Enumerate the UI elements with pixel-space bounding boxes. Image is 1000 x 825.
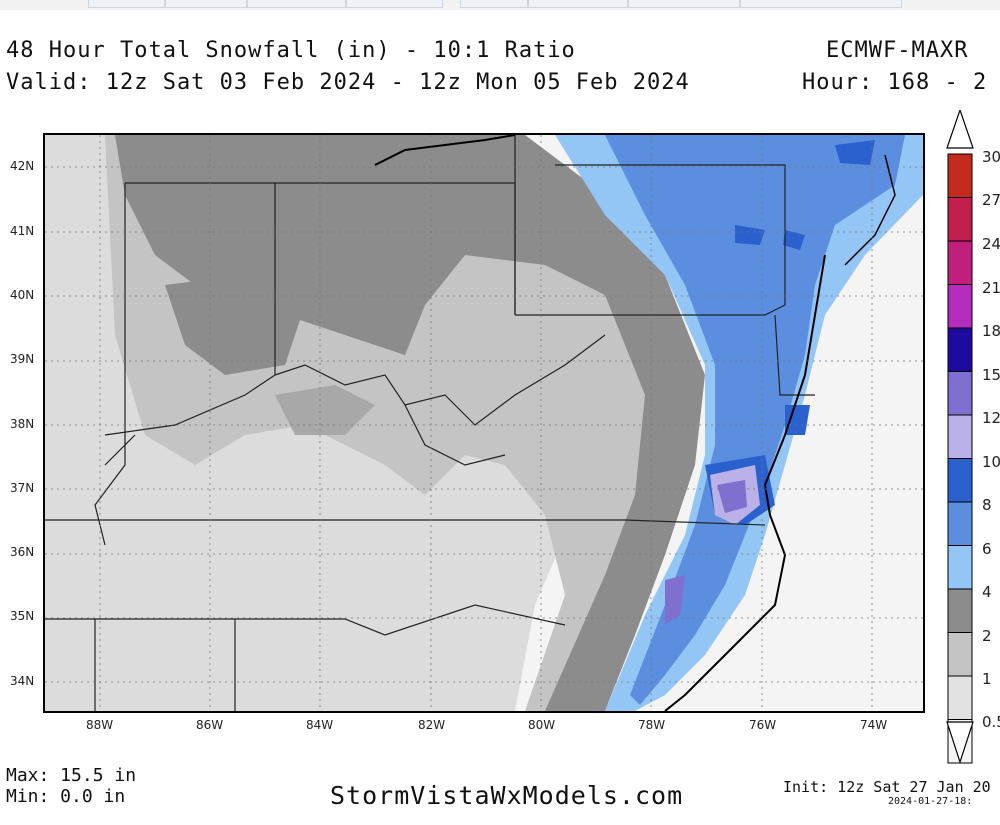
lat-label: 36N <box>10 545 35 559</box>
snow-area-8in <box>605 135 905 705</box>
colorbar-swatch <box>947 197 973 242</box>
colorbar-swatch <box>947 153 973 198</box>
lon-label: 82W <box>418 718 446 732</box>
colorbar-swatches <box>947 153 973 764</box>
colorbar-bottom-arrow <box>946 721 974 764</box>
colorbar-label: 10 <box>982 453 1000 471</box>
lat-label: 41N <box>10 224 35 238</box>
colorbar-swatch <box>947 458 973 503</box>
colorbar-swatch <box>947 588 973 633</box>
colorbar-top-arrow <box>946 110 974 149</box>
colorbar <box>946 110 974 764</box>
lon-label: 80W <box>528 718 556 732</box>
snow-area-10in <box>835 140 875 165</box>
colorbar-swatch <box>947 545 973 590</box>
colorbar-label: 1 <box>982 670 992 688</box>
colorbar-label: 0.5 <box>982 713 1000 731</box>
lat-label: 38N <box>10 417 35 431</box>
colorbar-label: 30 <box>982 148 1000 166</box>
site-name: StormVistaWxModels.com <box>330 781 684 810</box>
lake-erie-shore <box>374 135 516 166</box>
browser-tab-strip <box>0 0 1000 10</box>
browser-tab[interactable] <box>628 0 740 8</box>
min-value: Min: 0.0 in <box>6 786 126 807</box>
browser-tab[interactable] <box>740 0 902 8</box>
init-time: Init: 12z Sat 27 Jan 20 <box>783 778 991 796</box>
browser-tab[interactable] <box>88 0 165 8</box>
colorbar-swatch <box>947 632 973 677</box>
snow-area-15in <box>665 575 685 625</box>
colorbar-swatch <box>947 371 973 416</box>
snowfall-map[interactable] <box>43 133 925 713</box>
valid-period: Valid: 12z Sat 03 Feb 2024 - 12z Mon 05 … <box>6 70 690 95</box>
lon-label: 86W <box>196 718 224 732</box>
browser-tab[interactable] <box>528 0 628 8</box>
colorbar-label: 2 <box>982 627 992 645</box>
colorbar-label: 15 <box>982 366 1000 384</box>
snow-area-10in <box>735 225 765 245</box>
colorbar-swatch <box>947 675 973 720</box>
run-timestamp: 2024-01-27-18: <box>888 796 973 807</box>
colorbar-label: 24 <box>982 235 1000 253</box>
snow-area-15in <box>717 480 747 513</box>
lon-label: 76W <box>749 718 777 732</box>
colorbar-swatch <box>947 414 973 459</box>
colorbar-label: 12 <box>982 409 1000 427</box>
lon-label: 74W <box>860 718 888 732</box>
lat-label: 39N <box>10 352 35 366</box>
lat-lon-grid <box>45 135 923 711</box>
coastline <box>844 154 896 266</box>
colorbar-label: 8 <box>982 496 992 514</box>
snow-area-3in <box>275 385 375 435</box>
lat-label: 40N <box>10 288 35 302</box>
forecast-hour: Hour: 168 - 2 <box>802 70 988 95</box>
colorbar-swatch <box>947 327 973 372</box>
colorbar-swatch <box>947 240 973 285</box>
snow-area-4in <box>165 275 305 375</box>
colorbar-label: 27 <box>982 191 1000 209</box>
colorbar-swatch <box>947 501 973 546</box>
colorbar-label: 18 <box>982 322 1000 340</box>
snow-area-4in <box>115 135 705 711</box>
browser-tab[interactable] <box>165 0 247 8</box>
colorbar-label: 4 <box>982 583 992 601</box>
lon-label: 78W <box>638 718 666 732</box>
max-value: Max: 15.5 in <box>6 765 137 786</box>
coastline <box>664 254 826 711</box>
colorbar-swatch <box>947 284 973 329</box>
model-name: ECMWF-MAXR <box>826 38 969 63</box>
lon-label: 84W <box>306 718 334 732</box>
snowfall-map-svg <box>45 135 923 711</box>
colorbar-label: 6 <box>982 540 992 558</box>
lat-label: 34N <box>10 674 35 688</box>
browser-tab[interactable] <box>460 0 528 8</box>
snow-area-10in <box>783 230 805 250</box>
browser-tab[interactable] <box>346 0 443 8</box>
snow-area-10in <box>785 405 810 435</box>
map-title: 48 Hour Total Snowfall (in) - 10:1 Ratio <box>6 38 576 63</box>
lat-label: 35N <box>10 609 35 623</box>
lat-label: 37N <box>10 481 35 495</box>
browser-tab[interactable] <box>247 0 346 8</box>
lat-label: 42N <box>10 159 35 173</box>
lon-label: 88W <box>86 718 114 732</box>
colorbar-label: 21 <box>982 279 1000 297</box>
